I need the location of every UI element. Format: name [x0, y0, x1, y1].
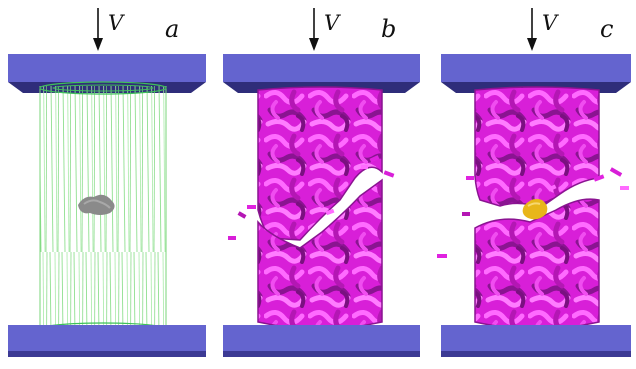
bottom-plate	[223, 325, 420, 357]
panel-letter: b	[381, 15, 396, 43]
force-label: V	[108, 11, 125, 35]
force-label: V	[542, 11, 559, 35]
bottom-plate	[441, 325, 631, 357]
fiber-cylinder-upper	[474, 86, 600, 209]
grey-inclusion	[78, 194, 115, 215]
fiber-fragments	[437, 167, 629, 258]
yellow-inclusion	[522, 198, 548, 220]
panel-c: V c	[437, 8, 631, 357]
fiber-fragments	[228, 155, 395, 240]
panel-b: V b	[223, 8, 420, 357]
down-arrow-icon	[309, 8, 319, 51]
down-arrow-icon	[527, 8, 537, 51]
force-label: V	[324, 11, 341, 35]
bottom-plate	[8, 325, 206, 357]
panel-letter: c	[600, 15, 613, 43]
panel-letter: a	[165, 15, 179, 43]
down-arrow-icon	[93, 8, 103, 51]
panel-a: V a	[8, 8, 206, 357]
